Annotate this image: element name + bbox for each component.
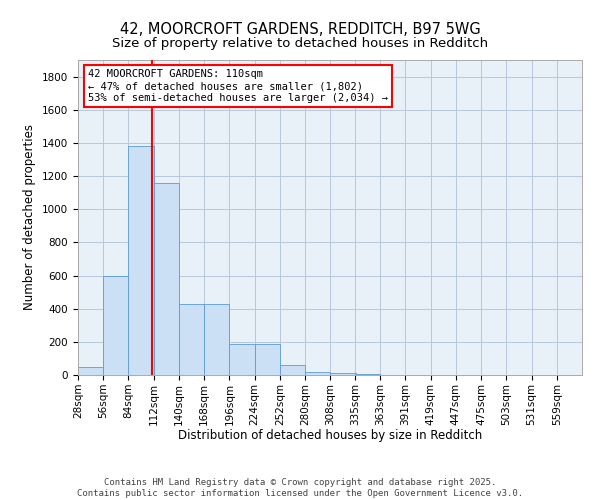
Bar bbox=[331, 374, 356, 375]
Bar bbox=[103, 276, 128, 375]
Bar bbox=[128, 146, 154, 375]
Text: 42 MOORCROFT GARDENS: 110sqm
← 47% of detached houses are smaller (1,802)
53% of: 42 MOORCROFT GARDENS: 110sqm ← 47% of de… bbox=[88, 70, 388, 102]
Text: Contains HM Land Registry data © Crown copyright and database right 2025.
Contai: Contains HM Land Registry data © Crown c… bbox=[77, 478, 523, 498]
Bar bbox=[355, 374, 380, 375]
Bar bbox=[154, 182, 179, 375]
Text: 42, MOORCROFT GARDENS, REDDITCH, B97 5WG: 42, MOORCROFT GARDENS, REDDITCH, B97 5WG bbox=[119, 22, 481, 38]
Y-axis label: Number of detached properties: Number of detached properties bbox=[23, 124, 37, 310]
Bar bbox=[280, 365, 305, 375]
Bar bbox=[179, 304, 204, 375]
Bar bbox=[229, 344, 255, 375]
Bar bbox=[204, 304, 229, 375]
Bar bbox=[78, 366, 103, 375]
Text: Size of property relative to detached houses in Redditch: Size of property relative to detached ho… bbox=[112, 38, 488, 51]
Bar bbox=[255, 344, 280, 375]
Bar bbox=[305, 372, 331, 375]
X-axis label: Distribution of detached houses by size in Redditch: Distribution of detached houses by size … bbox=[178, 429, 482, 442]
